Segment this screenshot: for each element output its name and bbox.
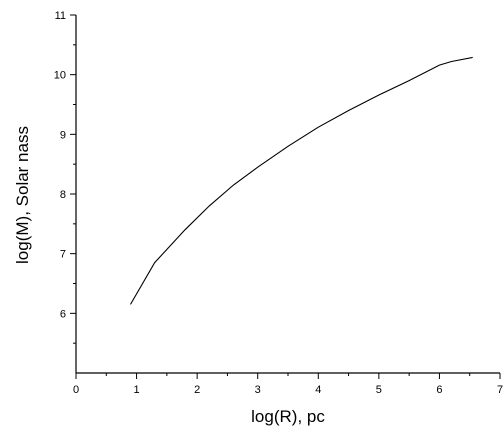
- series-line: [130, 56, 473, 305]
- x-tick-label: 7: [497, 384, 503, 396]
- x-tick-label: 4: [315, 384, 321, 396]
- axes: [75, 15, 500, 374]
- x-tick-label: 2: [194, 384, 200, 396]
- y-tick-label: 6: [60, 308, 66, 320]
- x-tick-label: 5: [376, 384, 382, 396]
- y-tick-label: 9: [60, 129, 66, 141]
- x-tick-label: 6: [436, 384, 442, 396]
- x-tick-label: 1: [134, 384, 140, 396]
- y-tick-label: 8: [60, 189, 66, 201]
- y-axis-title: log(M), Solar nass: [13, 126, 32, 264]
- ticks: [70, 14, 501, 379]
- y-tick-label: 7: [60, 249, 66, 261]
- x-axis-title: log(R), pc: [251, 407, 325, 426]
- x-tick-label: 3: [255, 384, 261, 396]
- y-tick-label: 11: [55, 10, 66, 22]
- x-tick-label: 0: [73, 384, 79, 396]
- tick-labels: 0 1 2 3 4 5 6 7 6 7 8 9 10 11: [54, 10, 503, 396]
- y-tick-label: 10: [54, 70, 66, 82]
